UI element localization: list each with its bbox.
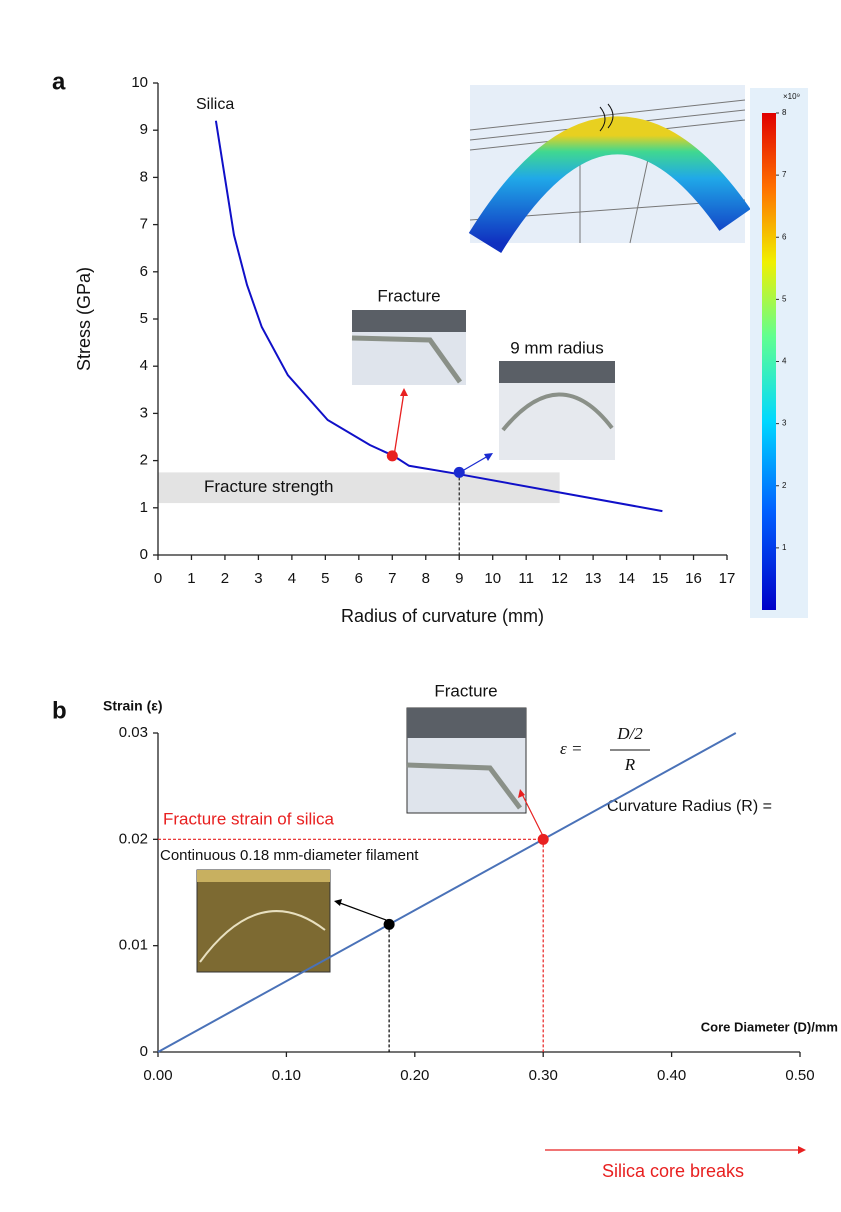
series-label: Curvature Radius (R) = [607,798,772,815]
colorbar [762,113,776,610]
annotation: Fracture strain of silica [163,809,335,828]
series-line [157,732,737,1053]
y-tick-label: 1 [140,499,148,516]
formula: ε = [560,739,582,758]
colorbar-tick-label: 8 [782,108,787,117]
x-tick-label: 0.20 [400,1067,429,1084]
x-tick-label: 14 [618,570,635,587]
x-tick-label: 0.10 [272,1067,301,1084]
x-tick-label: 7 [388,570,396,587]
x-tick-label: 3 [254,570,262,587]
arrow-head [400,388,408,396]
colorbar-tick-label: 7 [782,170,787,179]
x-tick-label: 13 [585,570,602,587]
y-tick-label: 0.01 [119,937,148,954]
arrow-head [798,1146,806,1154]
y-tick-label: 3 [140,404,148,421]
x-tick-label: 1 [187,570,195,587]
point [453,466,465,478]
y-tick-label: 5 [140,310,148,327]
photo-fracture-b [406,707,527,814]
formula: R [624,755,636,774]
colorbar-tick-label: 1 [782,543,787,552]
y-tick-label: 8 [140,168,148,185]
x-tick-label: 0 [154,570,162,587]
y-tick-label: 0.02 [119,830,148,847]
x-tick-label: 17 [719,570,736,587]
point [537,833,549,845]
annotation: Continuous 0.18 mm-diameter filament [160,847,419,864]
y-axis-label: Stress (GPa) [74,267,94,371]
arrow-head [518,789,525,798]
x-tick-label: 4 [288,570,296,587]
point [386,450,398,462]
photo-fracture-a [351,310,466,385]
x-tick-label: 0.30 [529,1067,558,1084]
panel-label: b [52,697,67,724]
colorbar-label: ×10⁹ [783,92,800,101]
y-tick-label: 2 [140,452,148,469]
arrow [339,902,387,921]
x-tick-label: 6 [355,570,363,587]
colorbar-tick-label: 4 [782,357,787,366]
colorbar-tick-label: 3 [782,419,787,428]
y-axis-label: Strain (ε) [103,698,163,714]
arrow [521,793,544,837]
photo-filament [196,869,331,973]
x-tick-label: 8 [422,570,430,587]
x-tick-label: 9 [455,570,463,587]
x-tick-label: 2 [221,570,229,587]
y-tick-label: 10 [131,74,148,91]
panel-label: a [52,68,66,95]
x-tick-label: 16 [685,570,702,587]
x-tick-label: 15 [652,570,669,587]
y-tick-label: 0.03 [119,724,148,741]
arrow-head [334,899,342,906]
arrow-head [484,453,493,461]
y-tick-label: 0 [140,546,148,563]
band-label: Fracture strength [204,477,333,496]
colorbar-tick-label: 2 [782,481,787,490]
y-tick-label: 0 [140,1043,148,1060]
x-axis-label: Radius of curvature (mm) [341,606,544,626]
y-tick-label: 4 [140,357,148,374]
annotation: 9 mm radius [510,338,604,357]
colorbar-tick-label: 5 [782,294,787,303]
series-label: Silica [196,96,234,113]
annotation: Fracture [434,681,497,700]
y-tick-label: 6 [140,263,148,280]
point [383,918,395,930]
x-tick-label: 12 [551,570,568,587]
x-tick-label: 11 [518,570,534,587]
simulation-inset [468,85,751,253]
x-tick-label: 0.40 [657,1067,686,1084]
x-tick-label: 10 [484,570,501,587]
colorbar-tick-label: 6 [782,232,787,241]
colorbar-bg [750,88,808,618]
formula: D/2 [616,724,643,743]
x-tick-label: 0.00 [143,1067,172,1084]
arrow [393,391,405,457]
x-axis-label: Core Diameter (D)/mm [701,1019,838,1034]
band [158,472,560,504]
photo-radius [499,361,615,460]
x-tick-label: 0.50 [785,1067,814,1084]
annotation: Fracture [377,286,440,305]
x-tick-label: 5 [321,570,329,587]
y-tick-label: 9 [140,121,148,138]
y-tick-label: 7 [140,216,148,233]
series-line [214,120,663,513]
annotation: Silica core breaks [602,1161,744,1181]
